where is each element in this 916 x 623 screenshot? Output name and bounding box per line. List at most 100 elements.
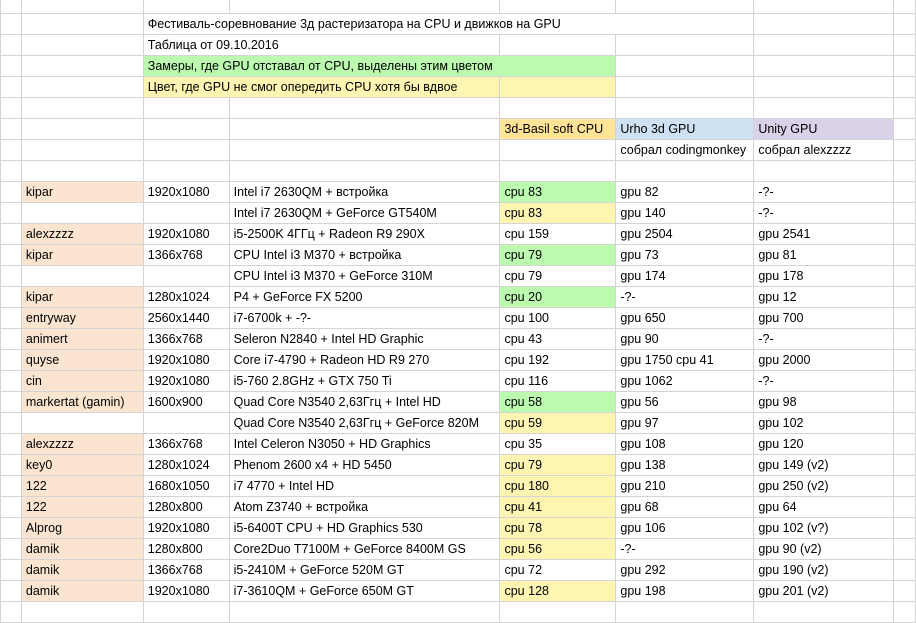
cell[interactable] — [893, 160, 916, 182]
hardware-config[interactable]: Intel i7 2630QM + GeForce GT540M — [228, 202, 501, 224]
cell[interactable] — [893, 496, 916, 518]
cpu-score[interactable]: cpu 79 — [499, 454, 617, 476]
resolution[interactable]: 1600x900 — [142, 391, 230, 413]
hardware-config[interactable]: Atom Z3740 + встройка — [228, 496, 501, 518]
unity-score[interactable]: -?- — [753, 202, 895, 224]
cell[interactable] — [20, 76, 144, 98]
urho-score[interactable]: gpu 82 — [615, 181, 755, 203]
cell[interactable] — [0, 517, 22, 539]
unity-score[interactable]: gpu 178 — [753, 265, 895, 287]
cpu-score[interactable]: cpu 192 — [499, 349, 617, 371]
hardware-config[interactable]: CPU Intel i3 M370 + GeForce 310M — [228, 265, 501, 287]
cell[interactable] — [142, 601, 230, 623]
urho-author[interactable]: собрал codingmonkey — [615, 139, 755, 161]
cell[interactable] — [615, 55, 755, 77]
cell[interactable] — [753, 601, 895, 623]
resolution[interactable]: 1366x768 — [142, 559, 230, 581]
legend-green[interactable]: Замеры, где GPU отставал от CPU, выделен… — [142, 55, 617, 77]
cpu-score[interactable]: cpu 79 — [499, 265, 617, 287]
unity-score[interactable]: -?- — [753, 181, 895, 203]
unity-score[interactable]: gpu 81 — [753, 244, 895, 266]
cell[interactable] — [615, 13, 755, 35]
unity-score[interactable]: gpu 90 (v2) — [753, 538, 895, 560]
urho-score[interactable]: gpu 68 — [615, 496, 755, 518]
unity-score[interactable]: -?- — [753, 370, 895, 392]
cell[interactable] — [893, 55, 916, 77]
cell[interactable] — [0, 76, 22, 98]
cell[interactable] — [893, 538, 916, 560]
header-cpu[interactable]: 3d-Basil soft CPU — [499, 118, 617, 140]
participant-name[interactable]: kipar — [20, 244, 144, 266]
unity-score[interactable]: gpu 102 — [753, 412, 895, 434]
resolution[interactable]: 1366x768 — [142, 328, 230, 350]
cell[interactable] — [0, 580, 22, 602]
cell[interactable] — [893, 328, 916, 350]
cell[interactable] — [753, 34, 895, 56]
participant-name[interactable]: cin — [20, 370, 144, 392]
cell[interactable] — [893, 307, 916, 329]
cpu-score[interactable]: cpu 35 — [499, 433, 617, 455]
cell[interactable] — [0, 454, 22, 476]
cpu-score[interactable]: cpu 43 — [499, 328, 617, 350]
cpu-score[interactable]: cpu 59 — [499, 412, 617, 434]
cell[interactable] — [499, 34, 617, 56]
cell[interactable] — [753, 0, 895, 14]
cpu-score[interactable]: cpu 20 — [499, 286, 617, 308]
urho-score[interactable]: -?- — [615, 286, 755, 308]
cpu-score[interactable]: cpu 83 — [499, 202, 617, 224]
cell[interactable] — [0, 496, 22, 518]
cell[interactable] — [893, 223, 916, 245]
cell[interactable] — [893, 0, 916, 14]
unity-score[interactable]: gpu 2541 — [753, 223, 895, 245]
resolution[interactable]: 1366x768 — [142, 244, 230, 266]
resolution[interactable] — [142, 265, 230, 287]
participant-name[interactable]: key0 — [20, 454, 144, 476]
cell[interactable] — [0, 139, 22, 161]
urho-score[interactable]: gpu 138 — [615, 454, 755, 476]
cell[interactable] — [499, 76, 617, 98]
unity-author[interactable]: собрал alexzzzz — [753, 139, 895, 161]
cell[interactable] — [0, 412, 22, 434]
participant-name[interactable]: Alprog — [20, 517, 144, 539]
participant-name[interactable]: damik — [20, 559, 144, 581]
resolution[interactable]: 1920x1080 — [142, 223, 230, 245]
cell[interactable] — [228, 139, 501, 161]
cell[interactable] — [893, 118, 916, 140]
cell[interactable] — [20, 55, 144, 77]
urho-score[interactable]: gpu 97 — [615, 412, 755, 434]
cell[interactable] — [615, 76, 755, 98]
cell[interactable] — [893, 454, 916, 476]
hardware-config[interactable]: Core2Duo T7100M + GeForce 8400M GS — [228, 538, 501, 560]
cell[interactable] — [893, 76, 916, 98]
cell[interactable] — [0, 223, 22, 245]
hardware-config[interactable]: Seleron N2840 + Intel HD Graphic — [228, 328, 501, 350]
cell[interactable] — [893, 244, 916, 266]
cell[interactable] — [893, 475, 916, 497]
cell[interactable] — [893, 517, 916, 539]
participant-name[interactable] — [20, 412, 144, 434]
cell[interactable] — [0, 0, 22, 14]
hardware-config[interactable]: CPU Intel i3 M370 + встройка — [228, 244, 501, 266]
cell[interactable] — [142, 160, 230, 182]
cell[interactable] — [0, 202, 22, 224]
hardware-config[interactable]: Intel Celeron N3050 + HD Graphics — [228, 433, 501, 455]
unity-score[interactable]: gpu 2000 — [753, 349, 895, 371]
cell[interactable] — [893, 181, 916, 203]
legend-yellow[interactable]: Цвет, где GPU не смог опередить CPU хотя… — [142, 76, 501, 98]
cell[interactable] — [228, 0, 501, 14]
participant-name[interactable]: markertat (gamin) — [20, 391, 144, 413]
urho-score[interactable]: gpu 198 — [615, 580, 755, 602]
cell[interactable] — [0, 160, 22, 182]
hardware-config[interactable]: i5-2410M + GeForce 520M GT — [228, 559, 501, 581]
participant-name[interactable]: alexzzzz — [20, 433, 144, 455]
resolution[interactable]: 1920x1080 — [142, 580, 230, 602]
header-urho[interactable]: Urho 3d GPU — [615, 118, 755, 140]
cell[interactable] — [893, 559, 916, 581]
unity-score[interactable]: gpu 98 — [753, 391, 895, 413]
participant-name[interactable]: animert — [20, 328, 144, 350]
resolution[interactable]: 1280x1024 — [142, 454, 230, 476]
participant-name[interactable] — [20, 265, 144, 287]
cell[interactable] — [142, 0, 230, 14]
participant-name[interactable] — [20, 202, 144, 224]
resolution[interactable]: 1280x1024 — [142, 286, 230, 308]
